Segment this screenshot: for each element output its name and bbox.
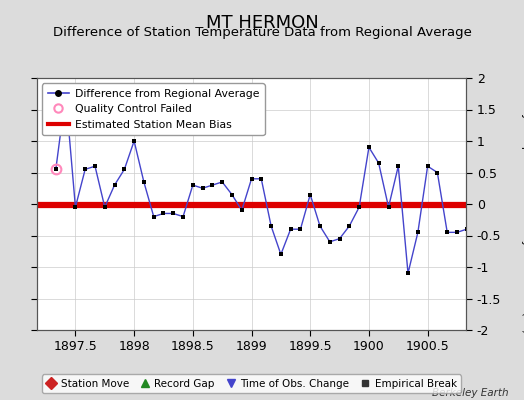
Text: Difference of Station Temperature Data from Regional Average: Difference of Station Temperature Data f… bbox=[52, 26, 472, 39]
Legend: Difference from Regional Average, Quality Control Failed, Estimated Station Mean: Difference from Regional Average, Qualit… bbox=[42, 84, 265, 135]
Legend: Station Move, Record Gap, Time of Obs. Change, Empirical Break: Station Move, Record Gap, Time of Obs. C… bbox=[42, 374, 461, 393]
Y-axis label: Monthly Temperature Anomaly Difference (°C): Monthly Temperature Anomaly Difference (… bbox=[521, 75, 524, 333]
Text: MT HERMON: MT HERMON bbox=[205, 14, 319, 32]
Text: Berkeley Earth: Berkeley Earth bbox=[432, 388, 508, 398]
